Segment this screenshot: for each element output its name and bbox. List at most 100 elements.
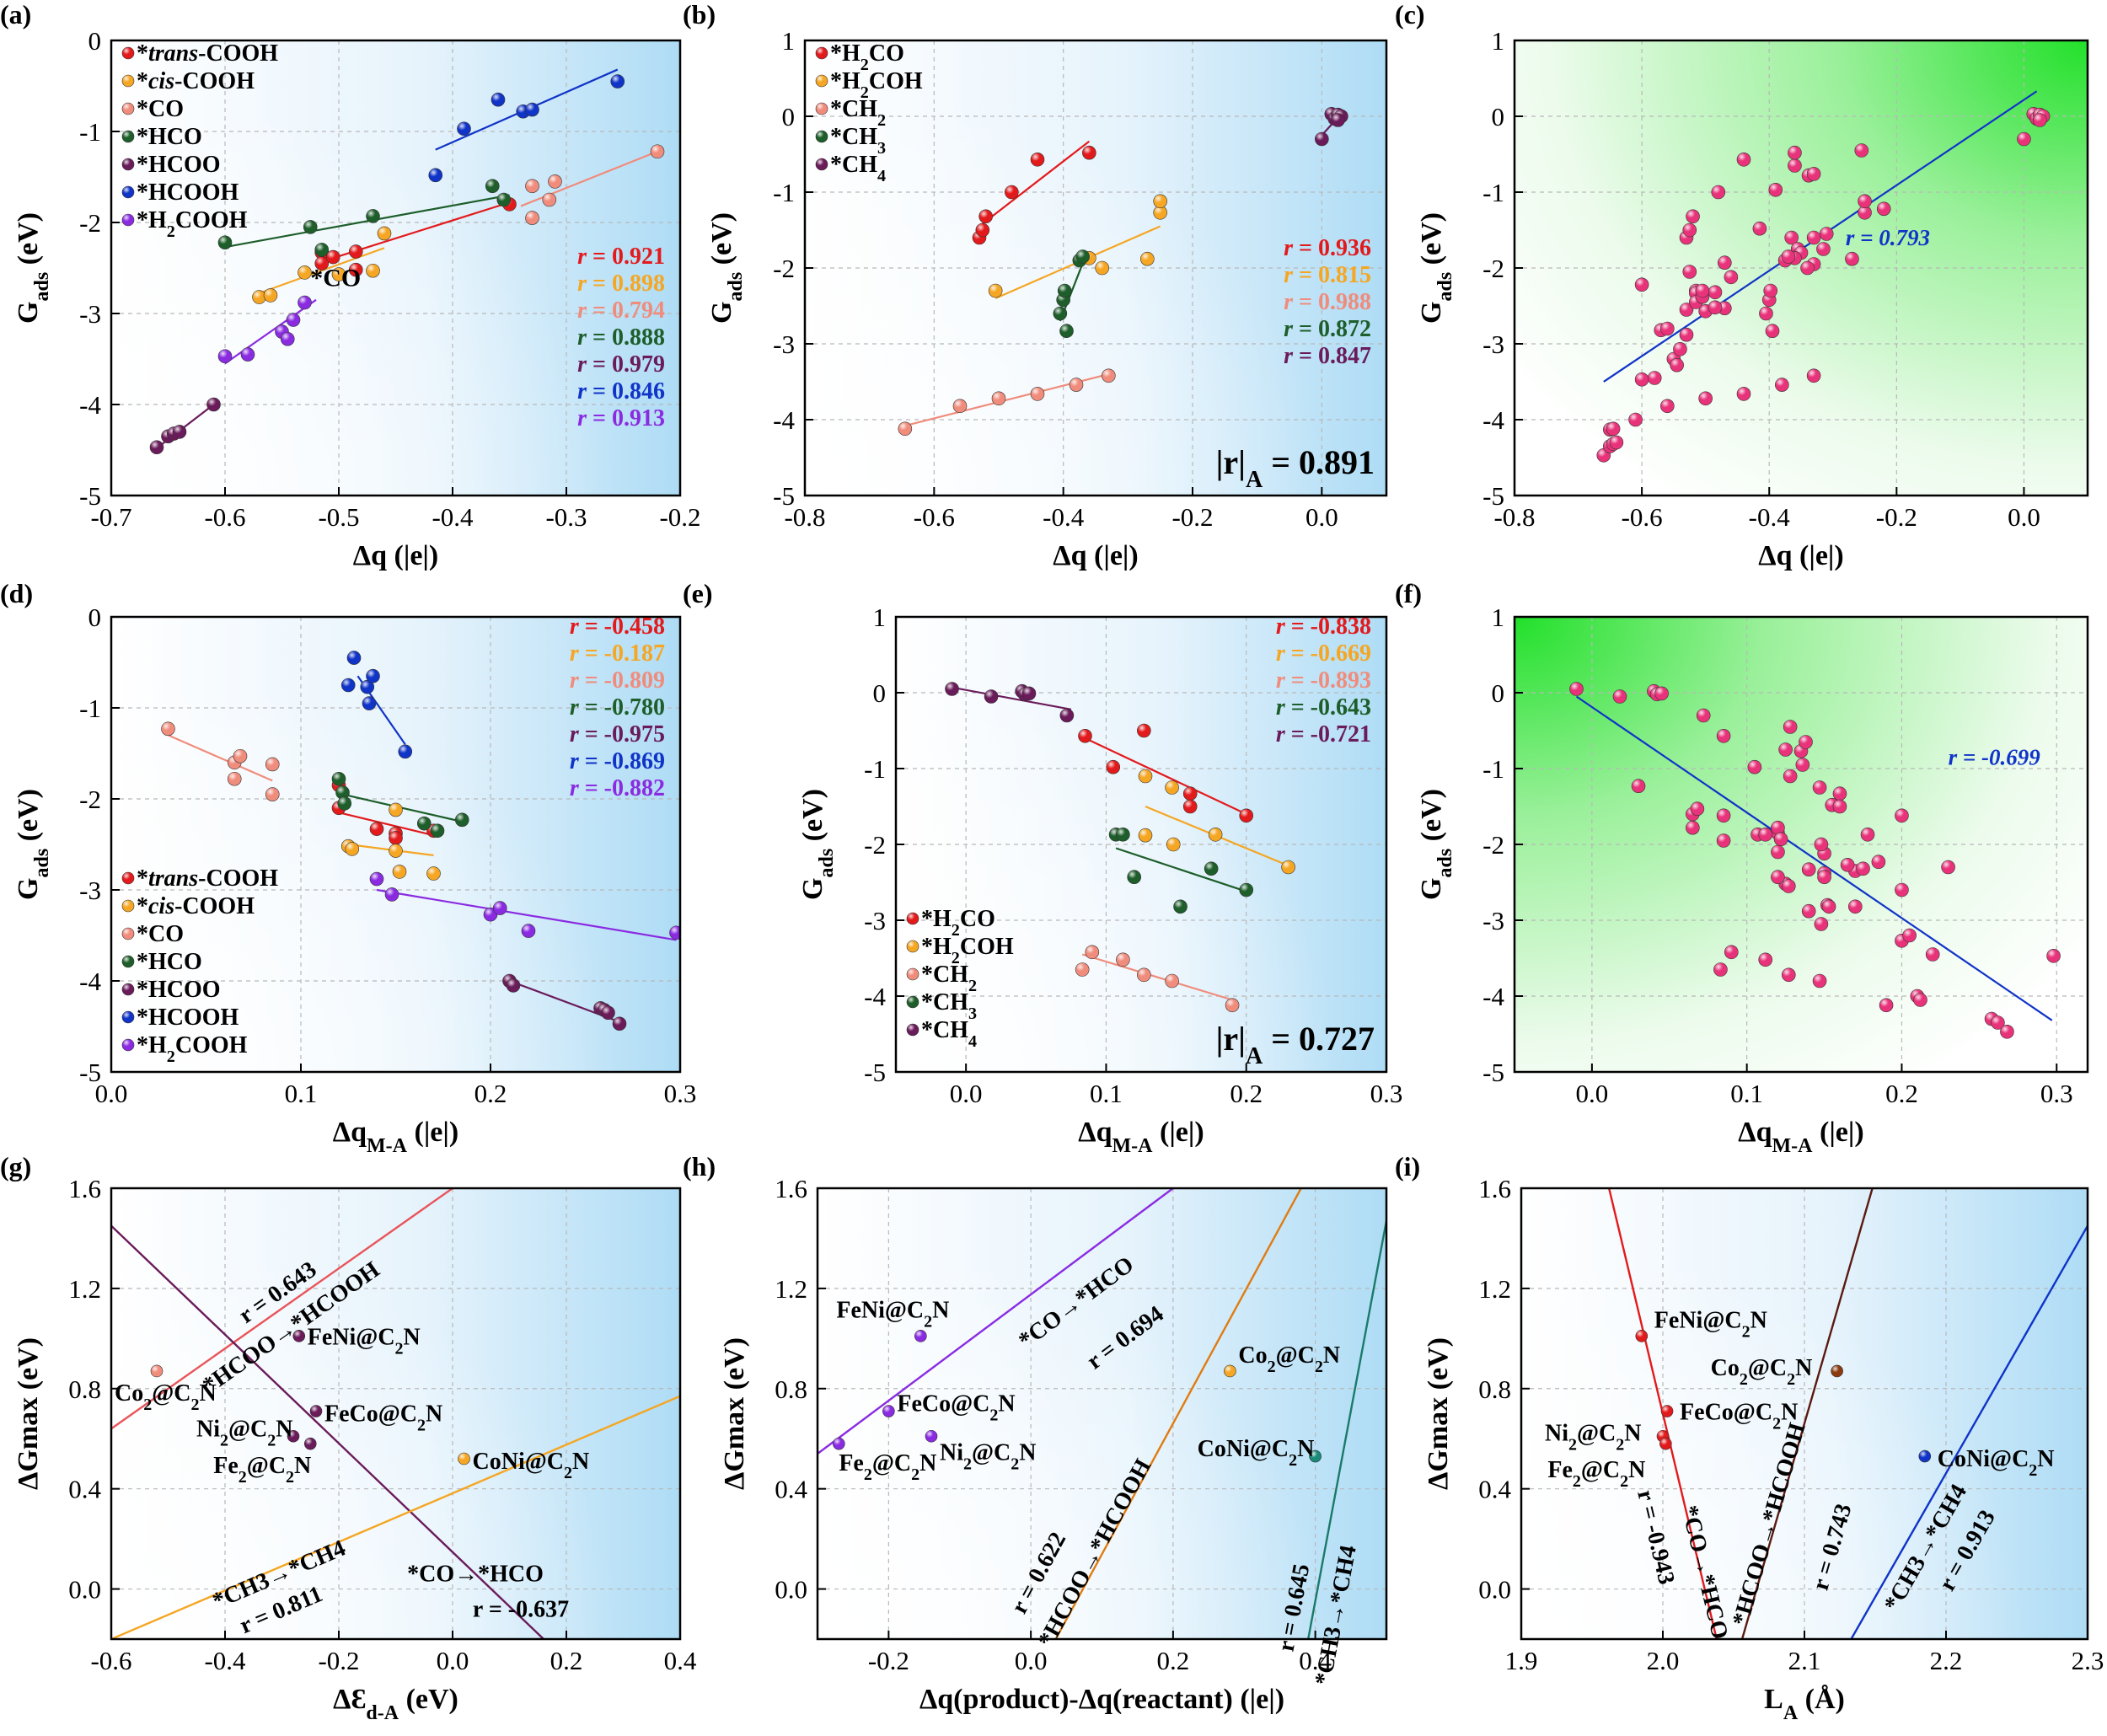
y-tick-label: -1 — [864, 754, 886, 784]
point-label: FeNi@C2N — [308, 1324, 421, 1358]
legend-entry: *H2CO — [921, 906, 995, 940]
data-point-shine — [1724, 945, 1739, 959]
data-point-shine — [1138, 828, 1152, 843]
y-tick-label: 1.6 — [775, 1174, 807, 1203]
data-point-shine — [1648, 371, 1662, 385]
data-point-shine — [1698, 391, 1713, 405]
y-tick-label: 0 — [782, 102, 796, 131]
y-tick-label: 0.8 — [775, 1374, 807, 1404]
data-point-shine — [304, 1438, 317, 1450]
data-point-shine — [1654, 686, 1669, 700]
y-tick-label: -5 — [773, 481, 795, 511]
r-value: r = -0.699 — [1949, 745, 2041, 770]
y-tick-label: 0.0 — [1478, 1575, 1511, 1605]
data-point-shine — [287, 313, 300, 327]
y-axis-label: ΔGmax (eV) — [13, 1337, 44, 1490]
panel-label: (a) — [0, 0, 31, 29]
x-tick-label: 0.0 — [1305, 502, 1338, 532]
data-point-shine — [1138, 769, 1152, 783]
plot-background-fade — [818, 1188, 1386, 1639]
data-point-shine — [1606, 421, 1621, 436]
data-point-shine — [1632, 779, 1646, 793]
point-label: Ni2@C2N — [940, 1439, 1037, 1473]
axes-frame — [110, 39, 682, 497]
r-value: r = -0.458 — [570, 613, 665, 640]
y-axis-label: Gads (eV) — [797, 789, 838, 900]
plot-content — [161, 651, 680, 1031]
data-point-shine — [1895, 808, 1909, 822]
fit-line — [1085, 737, 1247, 815]
data-point-shine — [310, 1405, 322, 1417]
data-point-shine — [1635, 1330, 1648, 1342]
legend-entry: *trans-COOH — [137, 40, 278, 67]
panel-label: (i) — [1395, 1151, 1420, 1181]
data-point-shine — [287, 1430, 299, 1443]
data-point-shine — [1059, 324, 1074, 338]
fit-line — [978, 140, 1091, 228]
data-point-shine — [2017, 132, 2031, 146]
legend-entry: *CH2 — [921, 962, 977, 995]
y-tick-label: 0.4 — [68, 1475, 101, 1504]
panel-b: -0.8 -0.6 -0.4 -0.2 0.0 -5 -4 -3 -2 -1 0 1 Δq (|e|) G… — [683, 0, 1388, 571]
point-label: Fe2@C2N — [839, 1450, 936, 1484]
legend-entry: *cis-COOH — [137, 893, 255, 919]
data-point-shine — [1782, 967, 1796, 982]
r-value: r = -0.187 — [570, 640, 665, 667]
x-tick-label: 0.1 — [1730, 1079, 1763, 1108]
fit-line — [376, 888, 677, 941]
data-point-shine — [1717, 808, 1731, 822]
axes-frame — [816, 1187, 1388, 1641]
regression-line — [1740, 1188, 1874, 1639]
y-tick-label: -5 — [1482, 481, 1504, 511]
r-value: r = 0.921 — [577, 244, 665, 270]
data-point-shine — [1879, 998, 1894, 1012]
x-tick-label: -0.2 — [1171, 502, 1213, 532]
data-point-shine — [1659, 1438, 1672, 1450]
data-point-shine — [525, 179, 539, 193]
y-tick-label: -1 — [773, 178, 795, 207]
data-point-shine — [978, 209, 993, 223]
y-tick-label: -4 — [773, 405, 795, 435]
x-tick-label: -0.8 — [1493, 502, 1535, 532]
plot-background-fade — [111, 1188, 680, 1639]
data-point-shine — [485, 179, 500, 193]
data-point-shine — [1775, 378, 1789, 392]
legend-marker-shine — [122, 900, 134, 912]
data-point-shine — [314, 243, 329, 257]
x-tick-label: 0.1 — [285, 1079, 318, 1108]
data-point-shine — [1841, 858, 1855, 872]
x-tick-label: 0.0 — [1576, 1079, 1609, 1108]
regression-line — [111, 1395, 680, 1639]
x-tick-label: -0.6 — [90, 1646, 131, 1675]
data-point-shine — [360, 680, 374, 694]
data-point-shine — [1085, 945, 1099, 959]
data-point-shine — [366, 209, 380, 223]
data-point-shine — [1807, 368, 1821, 383]
data-point-shine — [1165, 780, 1179, 795]
data-point-shine — [337, 796, 351, 811]
fit-line — [168, 734, 273, 782]
legend-marker-shine — [816, 103, 828, 115]
data-point-shine — [1628, 413, 1643, 426]
line-label: r = -0.637 — [473, 1596, 569, 1622]
legend-marker-shine — [122, 186, 134, 198]
legend-entry: *H2COH — [921, 934, 1014, 967]
data-point-shine — [610, 74, 625, 88]
data-point-shine — [349, 263, 363, 277]
data-point-shine — [833, 1438, 845, 1450]
data-point-shine — [370, 822, 383, 836]
plot-content — [1607, 1188, 2088, 1639]
legend-marker-shine — [122, 928, 134, 940]
data-point-shine — [1612, 689, 1627, 704]
data-point-shine — [1763, 284, 1777, 297]
data-point-shine — [525, 103, 539, 117]
legend-entry: *CH3 — [830, 124, 886, 158]
data-point-shine — [458, 1453, 470, 1465]
regression-line — [1054, 1188, 1302, 1639]
r-value: r = 0.872 — [1284, 316, 1371, 342]
y-tick-label: 0.8 — [68, 1374, 101, 1404]
r-value: r = 0.988 — [1284, 289, 1371, 315]
data-point-shine — [1832, 800, 1847, 813]
data-point-shine — [1717, 729, 1731, 743]
